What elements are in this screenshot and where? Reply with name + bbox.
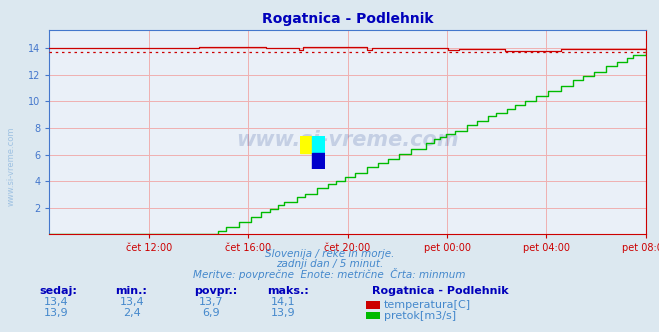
Text: www.si-vreme.com: www.si-vreme.com <box>7 126 16 206</box>
Text: www.si-vreme.com: www.si-vreme.com <box>237 130 459 150</box>
Text: povpr.:: povpr.: <box>194 287 238 296</box>
Text: 14,1: 14,1 <box>271 297 296 307</box>
Text: 2,4: 2,4 <box>123 308 140 318</box>
Text: zadnji dan / 5 minut.: zadnji dan / 5 minut. <box>276 259 383 269</box>
Text: sedaj:: sedaj: <box>40 287 77 296</box>
Text: Slovenija / reke in morje.: Slovenija / reke in morje. <box>265 249 394 259</box>
Title: Rogatnica - Podlehnik: Rogatnica - Podlehnik <box>262 12 434 26</box>
Text: 13,9: 13,9 <box>271 308 296 318</box>
Text: Rogatnica - Podlehnik: Rogatnica - Podlehnik <box>372 287 509 296</box>
Text: pretok[m3/s]: pretok[m3/s] <box>384 311 455 321</box>
Text: maks.:: maks.: <box>267 287 308 296</box>
Text: 13,4: 13,4 <box>43 297 69 307</box>
Text: 6,9: 6,9 <box>202 308 219 318</box>
Text: 13,4: 13,4 <box>119 297 144 307</box>
Text: Meritve: povprečne  Enote: metrične  Črta: minmum: Meritve: povprečne Enote: metrične Črta:… <box>193 268 466 280</box>
Bar <box>312 153 325 169</box>
Text: min.:: min.: <box>115 287 147 296</box>
Text: 13,9: 13,9 <box>43 308 69 318</box>
Bar <box>312 136 325 153</box>
Text: temperatura[C]: temperatura[C] <box>384 300 471 310</box>
Text: 13,7: 13,7 <box>198 297 223 307</box>
Bar <box>300 136 312 153</box>
